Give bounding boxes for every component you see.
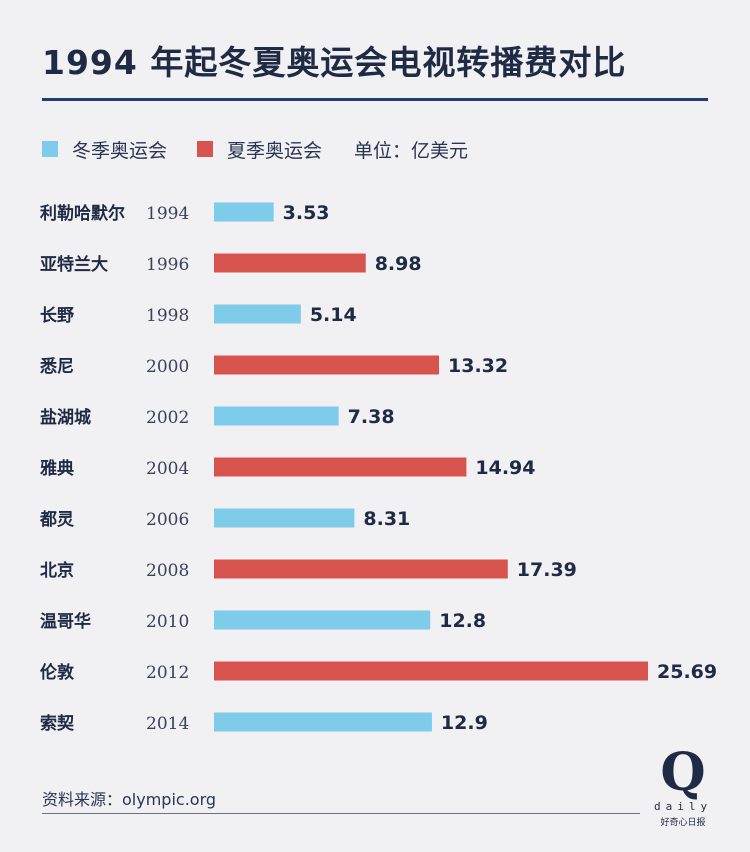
category-label: 都灵 (39, 509, 75, 530)
bar-summer (214, 253, 366, 273)
category-label: 雅典 (39, 458, 74, 479)
category-label: 利勒哈默尔 (40, 203, 125, 224)
value-label: 5.14 (310, 304, 357, 326)
value-label: 14.94 (475, 457, 535, 479)
logo-tagline: 好奇心日报 (660, 818, 706, 828)
legend-label-summer: 夏季奥运会 (227, 139, 323, 162)
value-label: 12.9 (441, 712, 488, 734)
year-label: 2014 (146, 714, 189, 734)
unit-label: 单位：亿美元 (354, 139, 469, 162)
category-label: 长野 (40, 305, 74, 326)
category-label: 伦敦 (40, 662, 75, 683)
year-label: 2006 (146, 510, 189, 530)
legend-item-summer: 夏季奥运会 (197, 136, 322, 163)
year-label: 2000 (146, 357, 189, 377)
category-label: 悉尼 (39, 357, 74, 377)
category-label: 北京 (40, 560, 74, 581)
bar-winter (214, 508, 355, 528)
title-divider (42, 98, 708, 101)
value-label: 7.38 (348, 406, 395, 428)
year-label: 2002 (146, 408, 189, 428)
category-label: 盐湖城 (40, 407, 91, 428)
bar-summer (214, 559, 508, 579)
year-label: 1998 (146, 306, 189, 326)
legend-swatch-winter (42, 141, 58, 157)
logo-mark: Q (660, 742, 706, 803)
source-note: 资料来源：olympic.org (42, 790, 217, 809)
legend-swatch-summer (197, 141, 214, 157)
year-label: 2008 (146, 561, 189, 581)
year-label: 1994 (146, 204, 189, 224)
bar-winter (214, 712, 432, 732)
footer-divider (42, 813, 640, 814)
value-label: 17.39 (517, 559, 577, 581)
bar-summer (214, 355, 440, 375)
value-label: 25.69 (657, 661, 717, 683)
value-label: 13.32 (448, 355, 508, 377)
category-label: 索契 (40, 713, 75, 734)
category-label: 亚特兰大 (40, 254, 108, 275)
bar-winter (214, 610, 431, 630)
bar-winter (214, 304, 301, 324)
category-label: 温哥华 (40, 611, 91, 632)
bar-summer (214, 457, 467, 477)
value-label: 8.98 (375, 253, 422, 275)
legend-label-winter: 冬季奥运会 (72, 139, 168, 162)
qdaily-logo: Q daily 好奇心日报 (654, 742, 713, 829)
value-label: 3.53 (283, 202, 330, 224)
page-title: 1994 年起冬夏奥运会电视转播费对比 (42, 43, 627, 82)
year-label: 2010 (146, 612, 189, 632)
logo-word: daily (654, 800, 713, 813)
bar-summer (214, 661, 648, 681)
year-label: 2004 (146, 459, 189, 479)
value-label: 8.31 (363, 508, 410, 530)
year-label: 2012 (146, 663, 189, 683)
legend-item-winter: 冬季奥运会 (42, 136, 167, 163)
year-label: 1996 (146, 255, 189, 275)
value-label: 12.8 (439, 610, 486, 632)
chart-legend: 冬季奥运会 夏季奥运会 单位：亿美元 (42, 136, 468, 162)
bar-winter (214, 406, 339, 426)
bar-winter (214, 202, 274, 222)
